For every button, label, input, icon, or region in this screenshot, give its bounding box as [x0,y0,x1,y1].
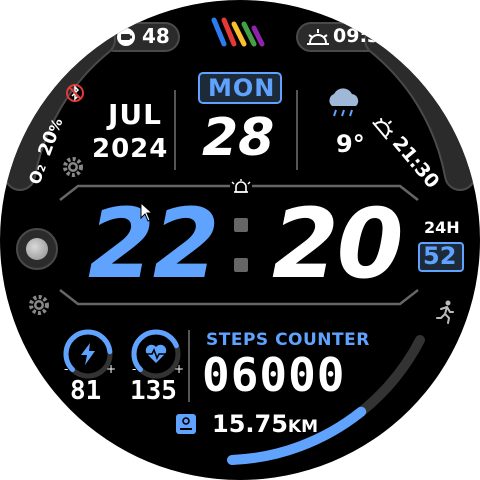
steps-count: 06000 [202,348,346,402]
battery-gauge-plus: + [106,362,117,376]
time-format: 24H [424,218,460,237]
alarm-bell-icon[interactable] [230,178,252,198]
map-distance-icon [176,414,196,434]
seconds-box [418,242,464,272]
battery-gauge-value: 81 [70,376,102,406]
divider-left [174,90,176,170]
sunrise-time: 09:30 [333,25,394,47]
battery-value: 48 [142,24,170,48]
time-colon [234,218,248,232]
weekday-box[interactable] [198,72,282,104]
distance-unit: KM [287,417,319,437]
date-month: JUL [108,98,162,131]
gear-icon[interactable] [26,292,52,318]
moon-phase-icon[interactable] [16,228,58,270]
divider-right [296,90,298,170]
sunset-group: 21:30 [369,110,444,193]
heart-gauge-minus: - [132,362,137,376]
time-seconds: 52 [423,242,457,270]
steps-title: STEPS COUNTER [206,330,370,350]
bluetooth-off-icon [66,84,84,102]
time-hours: 22 [88,188,220,300]
sunrise-icon [307,29,329,45]
colorful-bars-logo [211,17,265,47]
cloud-rain-icon [329,88,359,117]
gear-icon[interactable] [60,154,86,180]
weather-temperature: 9° [336,130,365,158]
heart-gauge-value: 135 [130,376,177,406]
time-colon-bottom [234,258,248,272]
date-year: 2024 [92,134,169,164]
battery-gauge[interactable] [62,328,114,380]
sunset-icon [372,117,393,140]
battery-badge-icon [117,28,135,46]
divider-steps [188,330,190,402]
date-day: 28 [202,108,275,168]
battery-gauge-minus: - [64,362,69,376]
heart-gauge-plus: + [174,362,185,376]
weekday: MON [208,74,276,102]
distance-value: 15.75KM [212,410,318,438]
running-person-icon [436,300,454,324]
mouse-cursor-icon [140,201,154,222]
heart-gauge[interactable] [130,328,182,380]
heart-rate-icon [145,344,167,363]
lightning-icon [81,343,95,365]
time-minutes: 20 [272,188,404,300]
distance-number: 15.75 [212,410,288,438]
